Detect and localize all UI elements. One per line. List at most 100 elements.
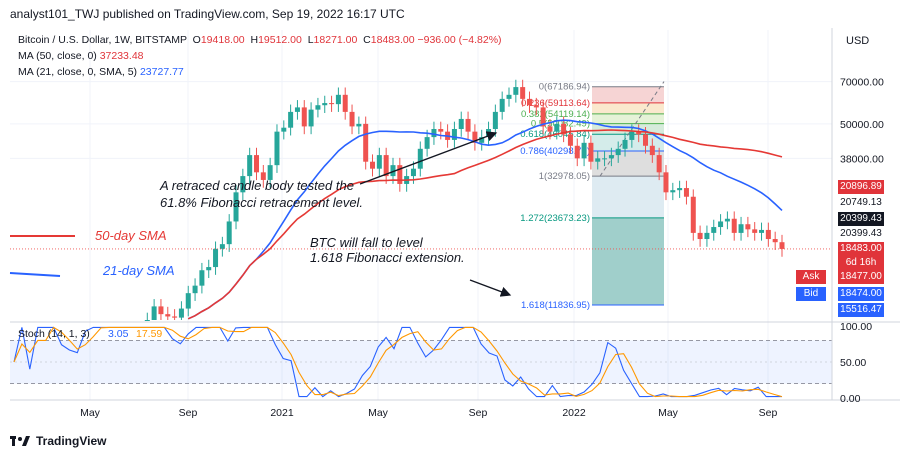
price-tick-label: 50000.00	[840, 119, 884, 131]
candle-body	[622, 139, 628, 149]
candle-body	[294, 107, 300, 112]
candle-body	[185, 293, 191, 309]
annotation-retraced-line1: A retraced candle body tested the	[159, 178, 354, 193]
candle-body	[499, 98, 505, 112]
candle-body	[472, 131, 478, 143]
candle-body	[226, 221, 232, 245]
candle-body	[759, 229, 765, 233]
candle-body	[219, 244, 225, 249]
candle-body	[581, 142, 587, 159]
price-box: 18483.00	[838, 242, 884, 256]
stoch-tick-label: 50.00	[840, 357, 866, 369]
candle-body	[492, 111, 498, 129]
time-tick-label: May	[80, 407, 101, 419]
fib-level-label: 0.236(59113.64)	[521, 98, 590, 109]
axes: 70000.00 50000.00 38000.00 USD May Sep 2021 May…	[10, 28, 900, 419]
candle-body	[301, 107, 307, 127]
candle-body	[267, 165, 273, 180]
time-tick-label: Sep	[759, 407, 778, 419]
symbol-name: Bitcoin / U.S. Dollar, 1W, BITSTAMP	[18, 34, 187, 46]
ma21-label: MA (21, close, 0, SMA, 5)	[18, 66, 138, 78]
fib-level-label: 0(67186.94)	[539, 82, 590, 93]
candle-body	[199, 270, 205, 286]
candle-body	[731, 218, 737, 233]
candle-body	[711, 227, 717, 233]
arrow-to-extension	[469, 279, 512, 297]
ohlc-l: L18271.00	[304, 34, 358, 46]
main-chart[interactable]: 0(67186.94) 0.236(59113.64)0.382(54119.14…	[0, 28, 900, 430]
ohlc-c: C18483.00	[360, 34, 415, 46]
footer-brand: TradingView	[36, 434, 107, 448]
candle-body	[370, 161, 376, 169]
price-tick-label: 38000.00	[840, 153, 884, 165]
candle-body	[322, 103, 328, 106]
candle-body	[192, 285, 198, 294]
tradingview-logo-icon	[10, 436, 30, 446]
publisher-text: analyst101_TWJ published on TradingView.…	[10, 7, 405, 21]
annotation-btc-line2: 1.618 Fibonacci extension.	[310, 250, 465, 265]
candle-body	[656, 155, 662, 173]
candle-body	[683, 188, 689, 197]
candle-body	[417, 148, 423, 169]
candle-body	[724, 218, 730, 222]
ma50-value: 37233.48	[99, 50, 144, 62]
price-box: 20749.13	[838, 196, 884, 210]
stoch-tick-label: 0.00	[840, 393, 861, 405]
ohlc-o: O19418.00	[189, 34, 245, 46]
annotation-btc-line1: BTC will fall to level	[310, 235, 424, 250]
candle-body	[533, 105, 539, 108]
fib-band	[592, 113, 664, 124]
legend-ma50-row: MA (50, close, 0) 37233.48	[18, 48, 502, 64]
ma50-label: MA (50, close, 0)	[18, 50, 97, 62]
candle-body	[247, 155, 253, 177]
candle-body	[574, 145, 580, 159]
candle-body	[506, 94, 512, 99]
legend-symbol-row: Bitcoin / U.S. Dollar, 1W, BITSTAMP O194…	[18, 32, 502, 48]
candle-body	[178, 308, 184, 318]
fib-band	[592, 217, 664, 305]
time-tick-label: Sep	[469, 407, 488, 419]
candle-body	[438, 128, 444, 132]
candle-body	[206, 267, 212, 271]
fib-band	[592, 86, 664, 103]
price-box: 18474.00	[838, 287, 884, 301]
candle-body	[451, 128, 457, 140]
fib-band	[592, 123, 664, 135]
candle-body	[718, 221, 724, 228]
candle-body	[595, 158, 601, 162]
price-box-tag: Ask	[796, 270, 826, 284]
candle-body	[629, 131, 635, 140]
candle-body	[704, 232, 710, 240]
price-box: 18477.00	[838, 270, 884, 284]
price-box: 6d 16h	[838, 256, 884, 270]
candle-body	[342, 94, 348, 112]
candle-body	[165, 314, 171, 317]
candle-body	[643, 134, 649, 146]
candle-body	[335, 94, 341, 105]
candle-body	[233, 192, 239, 222]
footer: TradingView	[10, 434, 106, 448]
candle-body	[315, 105, 321, 110]
candle-body	[554, 123, 560, 132]
annotation-21day-sma: 21-day SMA	[102, 263, 175, 278]
candle-body	[410, 168, 416, 177]
candle-body	[547, 126, 553, 132]
candle-body	[213, 248, 219, 268]
candle-body	[752, 229, 758, 233]
time-tick-label: Sep	[179, 407, 198, 419]
legend-ma21-row: MA (21, close, 0, SMA, 5) 23727.77	[18, 64, 502, 80]
stoch-tick-label: 100.00	[840, 321, 872, 333]
price-box: 20399.43	[838, 212, 884, 226]
sma21-legend-line	[9, 272, 61, 277]
candle-body	[520, 87, 526, 99]
stochastic-pane: Stoch (14, 1, 3) 3.05 17.59	[10, 326, 832, 398]
candle-body	[663, 172, 669, 193]
candle-body	[356, 123, 362, 127]
price-box: 15516.47	[838, 303, 884, 317]
candle-body	[329, 103, 335, 105]
ma21-value: 23727.77	[139, 66, 184, 78]
candle-body	[513, 87, 519, 95]
fib-level-label: 1(32978.05)	[539, 171, 590, 182]
price-box-tag: Bid	[796, 287, 826, 301]
candle-body	[151, 306, 157, 320]
